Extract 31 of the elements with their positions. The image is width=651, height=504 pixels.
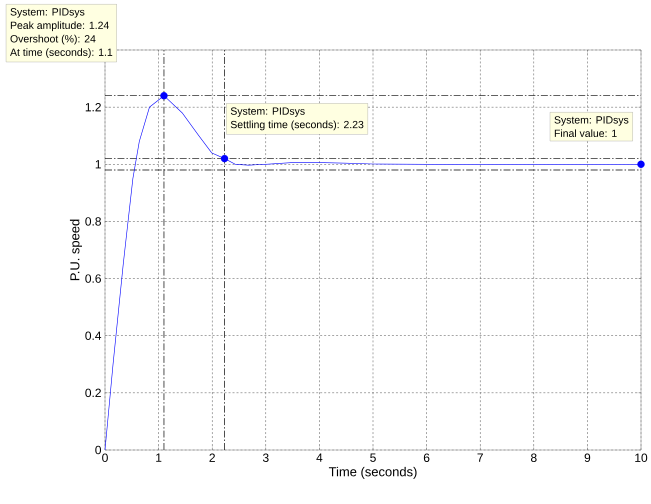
x-tick-label: 5 xyxy=(370,454,376,462)
annotation: System: PIDsys xyxy=(230,107,305,117)
annotation: Settling time (seconds): 2.23 xyxy=(230,120,364,130)
text: System: PIDsys xyxy=(10,8,84,18)
x-tick-label: 3 xyxy=(262,454,269,462)
point xyxy=(160,92,168,100)
x-tick-label: 7 xyxy=(477,454,483,462)
y-tick-label: 1.2 xyxy=(86,102,101,112)
point xyxy=(220,154,228,162)
y-tick-label: 0.8 xyxy=(85,217,101,226)
x-tick-label: 2 xyxy=(209,454,215,462)
annotation: Final value: 1 xyxy=(554,129,617,138)
x-tick-label: 0 xyxy=(102,454,108,462)
y-tick-label: 0.2 xyxy=(85,388,101,398)
x-tick-label: 4 xyxy=(316,454,322,462)
x-tick-label: 9 xyxy=(584,454,590,462)
x-tick-label: 10 xyxy=(635,454,648,462)
y-tick-label: 0.6 xyxy=(85,274,101,283)
y-axis-title: P.U. speed xyxy=(70,220,82,280)
x-tick-label: 1 xyxy=(156,454,162,462)
annotation: At time (seconds): 1.1 xyxy=(10,48,112,58)
point xyxy=(637,160,645,168)
x-tick-label: 6 xyxy=(424,454,430,462)
y-tick-label: 0 xyxy=(95,446,102,454)
annotation: System: PIDsys xyxy=(554,116,628,126)
text: Overshoot (%): 24 xyxy=(10,34,96,45)
y-tick-label: 1 xyxy=(96,160,101,168)
y-tick-label: 0.4 xyxy=(85,331,102,340)
x-tick-label: 8 xyxy=(530,454,537,462)
text: Peak amplitude: 1.24 xyxy=(10,21,109,32)
x-axis-title: Time (seconds) xyxy=(328,466,417,479)
